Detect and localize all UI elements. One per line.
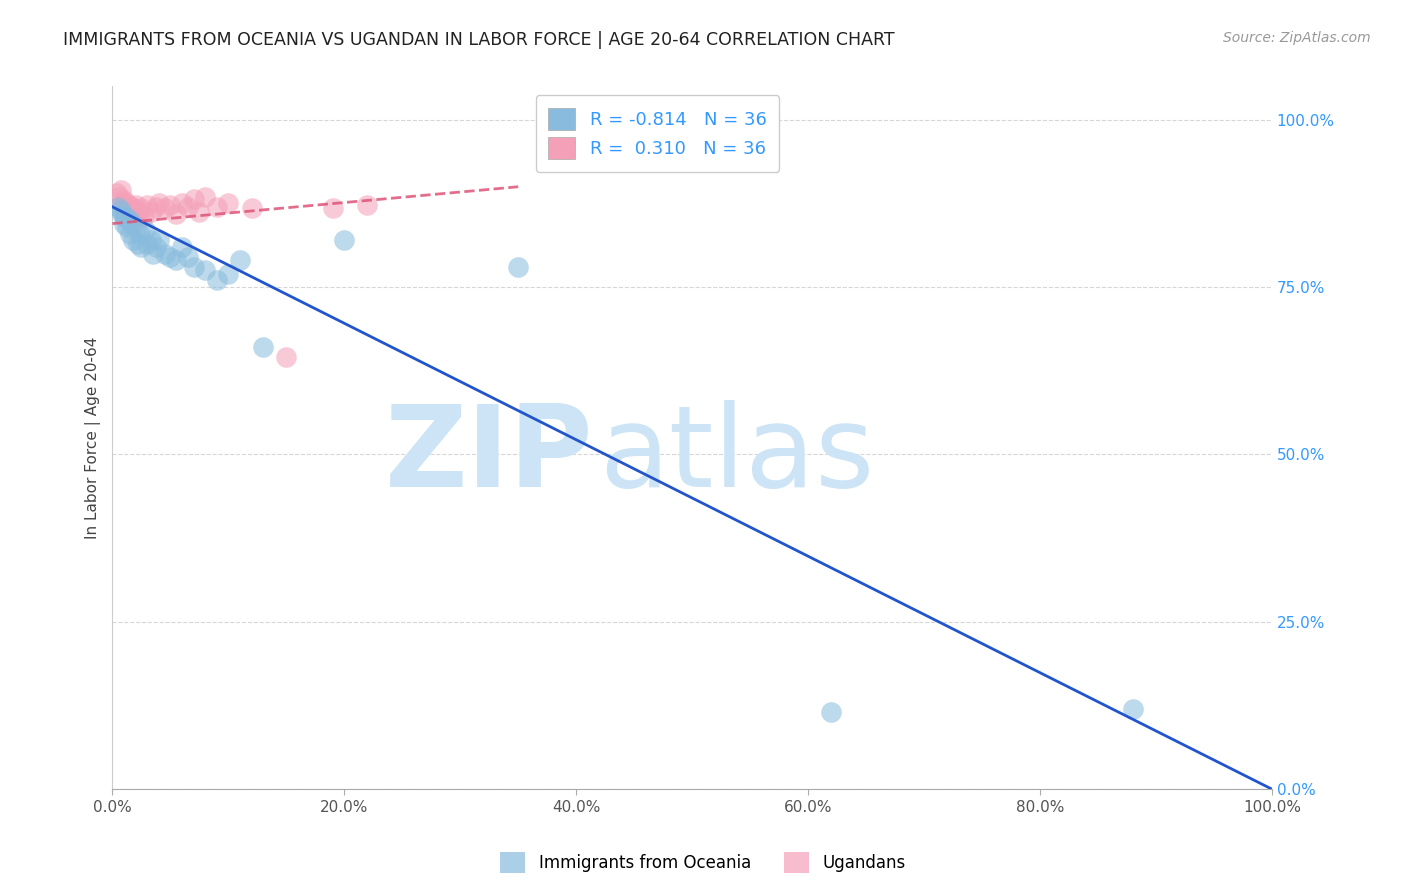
- Point: [322, 201, 344, 215]
- Text: IMMIGRANTS FROM OCEANIA VS UGANDAN IN LABOR FORCE | AGE 20-64 CORRELATION CHART: IMMIGRANTS FROM OCEANIA VS UGANDAN IN LA…: [63, 31, 894, 49]
- Point: [148, 196, 170, 211]
- Point: [110, 203, 132, 218]
- Point: [240, 201, 263, 215]
- Point: [118, 203, 141, 218]
- Point: [124, 201, 146, 215]
- Point: [131, 240, 153, 254]
- Point: [188, 204, 211, 219]
- Point: [115, 196, 138, 211]
- Point: [131, 201, 153, 215]
- Point: [115, 206, 138, 220]
- Point: [118, 213, 141, 227]
- Text: Source: ZipAtlas.com: Source: ZipAtlas.com: [1223, 31, 1371, 45]
- Point: [129, 227, 152, 241]
- Point: [111, 206, 134, 220]
- Point: [159, 198, 181, 212]
- Point: [170, 196, 193, 211]
- Point: [134, 223, 156, 237]
- Point: [108, 190, 131, 204]
- Point: [153, 201, 176, 215]
- Point: [107, 200, 129, 214]
- Point: [177, 250, 200, 264]
- Point: [132, 209, 155, 223]
- Point: [110, 183, 132, 197]
- Point: [252, 340, 274, 354]
- Point: [205, 200, 228, 214]
- Point: [120, 200, 142, 214]
- Point: [183, 260, 205, 274]
- Legend: R = -0.814   N = 36, R =  0.310   N = 36: R = -0.814 N = 36, R = 0.310 N = 36: [536, 95, 779, 172]
- Point: [111, 196, 134, 211]
- Point: [820, 705, 842, 719]
- Point: [148, 233, 170, 247]
- Point: [112, 201, 135, 215]
- Point: [508, 260, 530, 274]
- Point: [136, 236, 159, 251]
- Point: [136, 198, 159, 212]
- Point: [117, 219, 139, 234]
- Point: [153, 246, 176, 260]
- Point: [177, 200, 200, 214]
- Point: [159, 250, 181, 264]
- Point: [333, 233, 356, 247]
- Point: [127, 236, 149, 251]
- Point: [112, 217, 135, 231]
- Point: [1122, 702, 1144, 716]
- Point: [165, 206, 187, 220]
- Point: [205, 273, 228, 287]
- Legend: Immigrants from Oceania, Ugandans: Immigrants from Oceania, Ugandans: [494, 846, 912, 880]
- Text: atlas: atlas: [599, 400, 875, 511]
- Point: [229, 253, 252, 268]
- Point: [356, 198, 378, 212]
- Point: [170, 240, 193, 254]
- Point: [105, 186, 128, 201]
- Point: [122, 233, 145, 247]
- Point: [139, 233, 162, 247]
- Point: [165, 253, 187, 268]
- Y-axis label: In Labor Force | Age 20-64: In Labor Force | Age 20-64: [86, 336, 101, 539]
- Point: [118, 227, 141, 241]
- Point: [139, 204, 162, 219]
- Point: [127, 205, 149, 219]
- Point: [124, 198, 146, 212]
- Point: [121, 217, 143, 231]
- Point: [217, 196, 239, 211]
- Point: [145, 200, 167, 214]
- Point: [124, 219, 146, 234]
- Point: [183, 192, 205, 206]
- Point: [194, 190, 217, 204]
- Point: [115, 210, 138, 224]
- Point: [122, 206, 145, 220]
- Text: ZIP: ZIP: [385, 400, 593, 511]
- Point: [112, 210, 135, 224]
- Point: [112, 193, 135, 207]
- Point: [217, 267, 239, 281]
- Point: [276, 351, 298, 365]
- Point: [117, 198, 139, 212]
- Point: [142, 246, 165, 260]
- Point: [145, 240, 167, 254]
- Point: [194, 263, 217, 277]
- Point: [128, 208, 150, 222]
